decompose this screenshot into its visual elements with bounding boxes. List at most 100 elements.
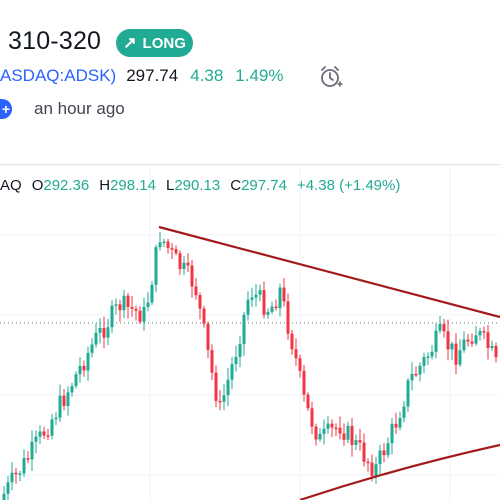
candle-body (230, 364, 234, 380)
candle-body (42, 431, 46, 436)
candle-body (490, 345, 494, 349)
ohlc-legend: AQ O 292.36 H 298.14 L 290.13 C 297.74 +… (0, 177, 400, 194)
candle-body (38, 431, 42, 437)
candle-body (382, 450, 386, 456)
close-label: C (230, 177, 242, 194)
symbol-line: ASDAQ:ADSK) 297.74 4.38 1.49% (0, 65, 284, 87)
trendline-resistance (158, 225, 500, 319)
candle-body (90, 344, 94, 353)
follow-button[interactable]: + (0, 99, 12, 119)
candle-body (6, 482, 10, 494)
candle-body (310, 408, 314, 427)
candle-body (334, 427, 338, 430)
candle-body (478, 331, 482, 336)
candle-body (70, 386, 74, 393)
candle-body (358, 440, 362, 443)
candle-body (314, 426, 318, 440)
candle-body (186, 262, 190, 266)
candle-body (306, 394, 310, 409)
candle-body (338, 427, 342, 434)
candle-body (174, 249, 178, 254)
candle-body (110, 305, 114, 328)
candle-body (446, 331, 450, 350)
candles (2, 231, 498, 500)
candle-body (158, 242, 162, 248)
candle-body (482, 331, 486, 333)
symbol-link[interactable]: ASDAQ:ADSK) (0, 66, 117, 85)
open-value: 292.36 (43, 177, 90, 194)
candle-body (198, 295, 202, 309)
candle-body (10, 472, 14, 483)
candle-body (206, 323, 210, 351)
candle-body (326, 423, 330, 429)
candle-body (130, 306, 134, 309)
candle-body (418, 365, 422, 375)
high-value: 298.14 (110, 177, 156, 194)
candle-body (474, 335, 478, 344)
candle-body (178, 253, 182, 269)
candle-body (258, 290, 262, 295)
candle-body (282, 287, 286, 302)
candle-body (170, 248, 174, 250)
low-label: L (165, 177, 175, 194)
candle-body (442, 324, 446, 332)
candle-body (82, 365, 86, 371)
candle-body (270, 306, 274, 312)
candle-body (374, 464, 378, 477)
candle-body (238, 344, 242, 357)
candle-body (438, 324, 442, 331)
price-change: 4.38 (190, 66, 224, 85)
candle-body (18, 473, 22, 475)
candle-body (142, 306, 146, 322)
candle-body (126, 295, 130, 307)
candle-body (426, 356, 430, 359)
candle-body (102, 327, 106, 338)
candle-body (150, 284, 154, 303)
publish-time: an hour ago (34, 99, 125, 118)
candle-body (450, 343, 454, 350)
candle-body (182, 262, 186, 269)
candle-body (94, 332, 98, 345)
alarm-clock-icon[interactable] (318, 64, 344, 90)
candle-body (262, 290, 266, 315)
candle-body (106, 327, 110, 338)
delta-value: +4.38 (+1.49%) (296, 177, 401, 194)
candle-body (2, 493, 6, 500)
candle-body (486, 332, 490, 349)
candle-body (114, 304, 118, 306)
candle-body (322, 428, 326, 434)
candle-body (210, 350, 214, 373)
candlestick-chart[interactable] (0, 165, 500, 500)
candle-body (54, 417, 58, 420)
candle-body (162, 241, 166, 244)
candle-body (22, 458, 26, 474)
candle-body (154, 247, 158, 285)
candle-body (30, 441, 34, 460)
candle-body (350, 425, 354, 445)
candle-body (434, 330, 438, 352)
candle-body (62, 395, 66, 407)
candle-body (422, 357, 426, 366)
chart-grid (0, 165, 500, 500)
badge-label: LONG (142, 34, 186, 52)
long-badge: ↗ LONG (116, 29, 193, 57)
candle-body (342, 433, 346, 440)
candle-body (74, 374, 78, 387)
candle-body (402, 406, 406, 419)
candle-body (366, 461, 370, 464)
candle-body (58, 395, 62, 418)
candle-body (466, 339, 470, 342)
candle-body (266, 311, 270, 315)
candle-body (86, 352, 90, 371)
candle-body (66, 392, 70, 407)
trendline-support (299, 443, 500, 500)
candle-body (214, 372, 218, 401)
candle-body (218, 400, 222, 403)
last-price: 297.74 (126, 66, 179, 85)
candle-body (290, 333, 294, 350)
candle-body (202, 308, 206, 324)
candle-body (378, 450, 382, 465)
candle-body (298, 358, 302, 371)
candle-body (14, 472, 18, 475)
candle-body (354, 440, 358, 445)
